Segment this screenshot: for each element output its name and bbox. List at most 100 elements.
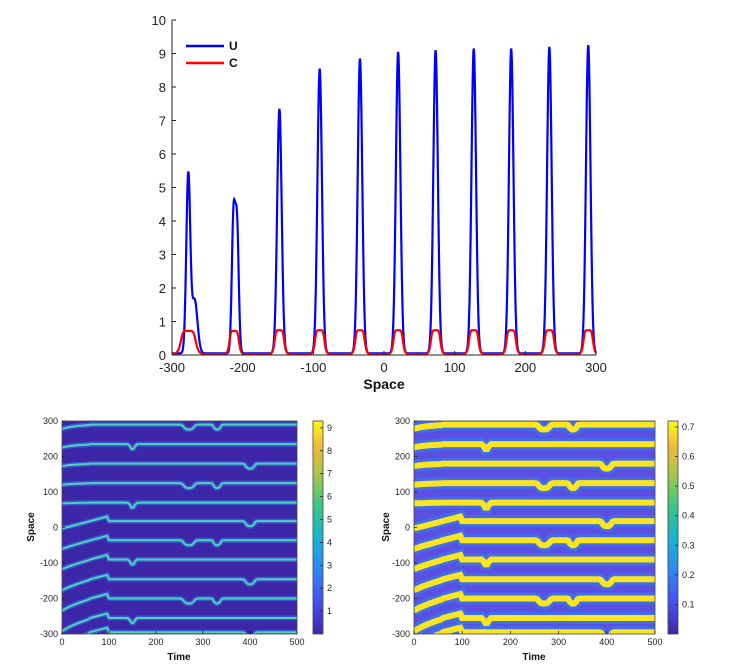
y-tick-label: 0 [159, 348, 166, 363]
y-tick-label: 100 [43, 487, 58, 497]
y-tick-label: 4 [159, 214, 166, 229]
stripe [84, 626, 297, 634]
stripe [62, 553, 297, 571]
line-chart-plot-area [172, 20, 596, 355]
colorbar-tick-label: 0.4 [682, 511, 695, 521]
line-chart-y-ticks: 0 1 2 3 4 5 6 7 8 9 10 [152, 13, 176, 363]
x-tick-label: -100 [300, 360, 326, 375]
y-tick-label: -200 [40, 594, 58, 604]
x-tick-label: 400 [599, 637, 614, 647]
heatmap-u-x-ticks: 0 100 200 300 400 500 [59, 631, 305, 647]
heatmap-u-plot-area [62, 421, 297, 634]
stripe [62, 501, 297, 509]
stripe [62, 534, 297, 550]
x-tick-label: 100 [444, 360, 466, 375]
stripe [62, 515, 297, 530]
x-tick-label: 100 [455, 637, 470, 647]
x-tick-label: 300 [195, 637, 210, 647]
colorbar-tick-label: 0.2 [682, 570, 695, 580]
x-tick-label: 0 [411, 637, 416, 647]
y-tick-label: 1 [159, 315, 166, 330]
colorbar-tick-label: 3 [327, 560, 332, 570]
y-tick-label: 300 [43, 416, 58, 426]
y-tick-label: 0 [53, 523, 58, 533]
y-tick-label: 2 [159, 281, 166, 296]
x-tick-label: 200 [503, 637, 518, 647]
y-tick-label: 100 [395, 487, 410, 497]
colorbar-tick-label: 0.3 [682, 540, 695, 550]
y-tick-label: 0 [405, 523, 410, 533]
heatmap-u-stripes [62, 422, 297, 634]
x-tick-label: 300 [585, 360, 607, 375]
x-tick-label: 500 [289, 637, 304, 647]
stripe [414, 480, 655, 492]
heatmap-c-colorbar-ticks: 0.1 0.2 0.3 0.4 0.5 0.6 0.7 [675, 422, 695, 609]
colorbar-tick-label: 1 [327, 606, 332, 616]
colorbar-tick-label: 2 [327, 583, 332, 593]
x-tick-label: -200 [230, 360, 256, 375]
stripe [414, 532, 655, 552]
stripe [414, 460, 655, 472]
y-tick-label: -100 [392, 558, 410, 568]
x-tick-label: 400 [242, 637, 257, 647]
y-tick-label: -300 [392, 629, 410, 639]
y-tick-label: 7 [159, 114, 166, 129]
stripe [414, 499, 655, 511]
stripe [62, 573, 297, 592]
y-tick-label: 300 [395, 416, 410, 426]
stripe [62, 482, 297, 490]
y-tick-label: 6 [159, 147, 166, 162]
x-tick-label: 500 [647, 637, 662, 647]
stripe [62, 443, 297, 450]
x-tick-label: 0 [380, 360, 387, 375]
y-tick-label: 3 [159, 248, 166, 263]
y-tick-label: -100 [40, 558, 58, 568]
y-tick-label: 200 [395, 452, 410, 462]
colorbar-tick-label: 0.7 [682, 422, 695, 432]
stripe [414, 551, 655, 573]
y-tick-label: 200 [43, 452, 58, 462]
stripe [414, 590, 655, 614]
heatmap-u-x-label: Time [167, 652, 191, 663]
colorbar-tick-label: 9 [327, 423, 332, 433]
x-tick-label: 200 [148, 637, 163, 647]
y-tick-label: 5 [159, 181, 166, 196]
colorbar-tick-label: 4 [327, 537, 332, 547]
x-tick-label: -300 [159, 360, 185, 375]
stripe [414, 571, 655, 594]
colorbar-tick-label: 6 [327, 492, 332, 502]
colorbar-tick-label: 0.5 [682, 481, 695, 491]
line-chart-legend: U C [186, 39, 238, 70]
stripe [62, 592, 297, 612]
heatmap-u-y-ticks: 300 200 100 0 -100 -200 -300 [40, 416, 65, 639]
y-tick-label: -200 [392, 594, 410, 604]
colorbar-tick-label: 0.6 [682, 452, 695, 462]
x-tick-label: 0 [59, 637, 64, 647]
line-chart-x-label: Space [363, 376, 404, 392]
heatmap-c-colorbar [667, 420, 679, 635]
heatmap-u-y-label: Space [26, 512, 37, 542]
stripe [62, 423, 297, 431]
x-tick-label: 100 [101, 637, 116, 647]
heatmap-u-colorbar-ticks: 1 2 3 4 5 6 7 8 9 [320, 423, 332, 616]
legend-label-c: C [229, 56, 238, 70]
heatmap-c-y-ticks: 300 200 100 0 -100 -200 -300 [392, 416, 417, 639]
x-tick-label: 300 [551, 637, 566, 647]
colorbar-tick-label: 7 [327, 469, 332, 479]
y-tick-label: -300 [40, 629, 58, 639]
y-tick-label: 8 [159, 80, 166, 95]
stripe [414, 421, 655, 433]
heatmap-c-y-label: Space [381, 512, 392, 542]
heatmap-u-colorbar [312, 420, 324, 635]
stripe [62, 462, 297, 470]
colorbar-tick-label: 5 [327, 514, 332, 524]
colorbar-tick-label: 0.1 [682, 599, 695, 609]
heatmap-c-x-ticks: 0 100 200 300 400 500 [411, 631, 663, 647]
colorbar-tick-label: 8 [327, 446, 332, 456]
stripe [431, 624, 655, 634]
y-tick-label: 10 [152, 13, 166, 28]
y-tick-label: 9 [159, 47, 166, 62]
